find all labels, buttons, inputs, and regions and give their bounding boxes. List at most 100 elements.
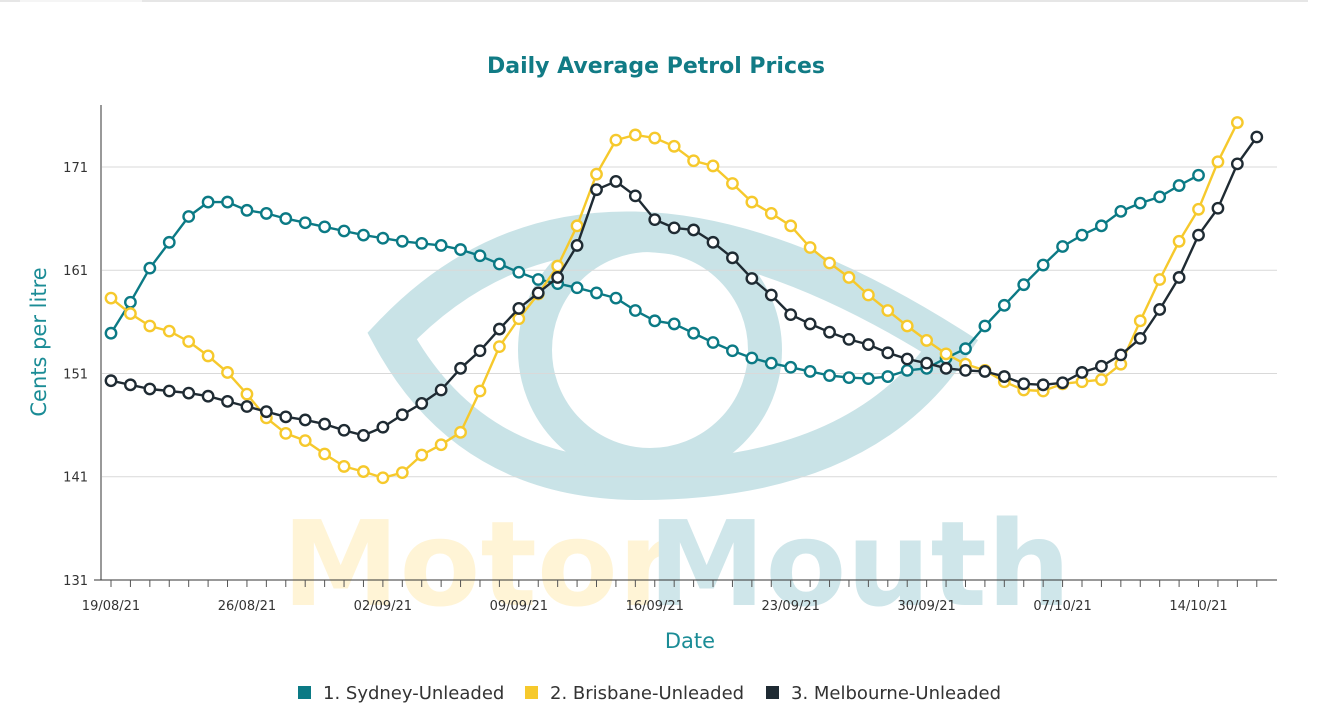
data-point [900, 319, 914, 333]
data-point [1153, 273, 1167, 286]
data-point [143, 382, 157, 396]
series-brisbane [104, 116, 1244, 485]
data-point [842, 371, 856, 385]
data-point [745, 351, 759, 365]
data-point [784, 360, 798, 374]
data-point [764, 356, 778, 370]
data-point [337, 224, 351, 238]
data-point [434, 438, 448, 452]
data-point [1133, 314, 1147, 328]
data-point [221, 195, 234, 209]
data-point [881, 346, 895, 360]
data-point [1250, 130, 1264, 144]
data-point [803, 317, 817, 331]
data-point [1095, 359, 1108, 373]
data-point [376, 420, 390, 434]
x-tick-label: 19/08/21 [82, 599, 140, 614]
data-point [143, 319, 157, 333]
legend-swatch [766, 686, 779, 699]
legend-label: 3. Melbourne-Unleaded [791, 683, 1001, 704]
data-point [570, 219, 584, 233]
data-point [667, 317, 681, 331]
data-point [881, 370, 895, 383]
data-point [764, 207, 778, 220]
data-point [648, 213, 662, 227]
x-axis-ticks: 19/08/21 26/08/21 02/09/21 09/09/21 16/09/21… [82, 599, 1228, 614]
data-point [687, 223, 700, 237]
axes [94, 105, 1277, 587]
data-point [337, 423, 351, 437]
top-divider [0, 0, 1308, 2]
grid [102, 166, 1277, 478]
data-point [842, 271, 856, 284]
data-point [318, 447, 332, 461]
data-point [1172, 271, 1186, 284]
data-point [279, 410, 293, 424]
data-point [492, 340, 506, 354]
data-point [590, 183, 603, 197]
data-point [648, 131, 662, 145]
data-point [706, 235, 720, 249]
data-point [454, 425, 467, 439]
data-point [473, 344, 487, 358]
data-point [959, 342, 972, 356]
data-point [1017, 278, 1031, 292]
data-point [337, 460, 351, 473]
data-point [823, 256, 836, 270]
data-point [473, 249, 487, 263]
series-line [109, 174, 1200, 380]
data-point [376, 231, 390, 245]
legend-item-brisbane[interactable]: 2. Brisbane-Unleaded [525, 683, 744, 704]
data-point [1095, 373, 1108, 387]
data-point [939, 347, 953, 361]
y-tick-label: 131 [63, 574, 88, 589]
legend-label: 1. Sydney-Unleaded [323, 683, 504, 704]
data-point [415, 448, 429, 462]
data-point [124, 307, 137, 320]
data-point [318, 220, 332, 234]
data-point [259, 405, 273, 419]
data-point [512, 312, 526, 326]
data-point [1230, 157, 1244, 171]
x-tick-label: 26/08/21 [218, 599, 276, 614]
data-point [434, 239, 448, 252]
data-point [803, 241, 817, 254]
data-point [687, 326, 700, 340]
data-point [706, 159, 720, 173]
series-sydney [104, 168, 1205, 386]
data-point [1056, 376, 1069, 390]
data-point [104, 374, 118, 388]
legend-item-sydney[interactable]: 1. Sydney-Unleaded [298, 683, 504, 704]
data-point [590, 167, 603, 181]
data-point [1172, 179, 1186, 192]
data-point [939, 361, 953, 375]
data-point [1153, 303, 1167, 316]
data-point [1133, 331, 1147, 345]
data-point [279, 212, 293, 225]
data-point [1192, 202, 1205, 216]
series-line [110, 136, 1258, 437]
data-point [318, 417, 332, 431]
data-point [590, 286, 603, 300]
data-point [182, 210, 196, 223]
data-point [1133, 196, 1147, 210]
legend-item-melbourne[interactable]: 3. Melbourne-Unleaded [766, 683, 1001, 704]
data-point [861, 338, 875, 351]
data-point [1017, 377, 1031, 391]
data-point [492, 257, 506, 271]
data-point [201, 389, 215, 403]
series-line [110, 122, 1239, 479]
watermark: Motor Mouth [282, 211, 1071, 633]
data-point [454, 243, 467, 256]
data-point [415, 236, 429, 250]
watermark-text-motor: Motor [282, 495, 676, 633]
data-point [726, 177, 739, 190]
data-point [784, 219, 798, 233]
top-tab-divider [20, 0, 142, 2]
data-point [298, 216, 312, 230]
data-point [1075, 228, 1089, 242]
data-point [823, 325, 836, 339]
data-point [162, 235, 176, 249]
data-point [1095, 219, 1108, 233]
